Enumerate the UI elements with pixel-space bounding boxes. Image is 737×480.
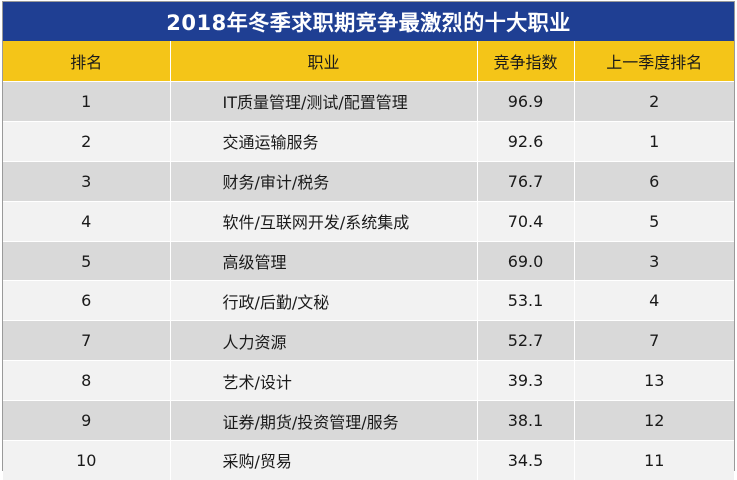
table-row: 1 IT质量管理/测试/配置管理 96.9 2 (3, 81, 734, 122)
rank-cell: 7 (3, 320, 170, 361)
table-row: 6 行政/后勤/文秘 53.1 4 (3, 280, 734, 321)
table-row: 3 财务/审计/税务 76.7 6 (3, 160, 734, 202)
table-row: 8 艺术/设计 39.3 13 (3, 360, 734, 401)
job-cell: 软件/互联网开发/系统集成 (169, 200, 477, 242)
rank-cell: 8 (3, 360, 170, 401)
rank-cell: 2 (3, 120, 170, 162)
job-cell: 人力资源 (169, 320, 477, 361)
header-previous-rank: 上一季度排名 (573, 41, 734, 82)
table-header: 排名 职业 竞争指数 上一季度排名 (3, 41, 734, 82)
header-rank: 排名 (3, 41, 170, 82)
rank-cell: 10 (3, 440, 170, 480)
prev-rank-cell: 13 (573, 360, 734, 401)
table-row: 10 采购/贸易 34.5 11 (3, 440, 734, 480)
table-body: 1 IT质量管理/测试/配置管理 96.9 2 2 交通运输服务 92.6 1 … (3, 81, 734, 480)
index-cell: 39.3 (476, 360, 574, 401)
index-cell: 38.1 (476, 400, 574, 441)
prev-rank-cell: 1 (573, 120, 734, 162)
rank-cell: 6 (3, 280, 170, 321)
prev-rank-cell: 11 (573, 440, 734, 480)
table-row: 5 高级管理 69.0 3 (3, 240, 734, 281)
header-competition-index: 竞争指数 (476, 41, 574, 82)
prev-rank-cell: 4 (573, 280, 734, 321)
ranking-table: 排名 职业 竞争指数 上一季度排名 1 IT质量管理/测试/配置管理 96.9 … (3, 41, 734, 480)
rank-cell: 5 (3, 240, 170, 281)
rank-cell: 4 (3, 200, 170, 242)
table-row: 4 软件/互联网开发/系统集成 70.4 5 (3, 200, 734, 242)
table-row: 9 证券/期货/投资管理/服务 38.1 12 (3, 400, 734, 441)
rank-cell: 1 (3, 81, 170, 122)
index-cell: 70.4 (476, 200, 574, 242)
table-title: 2018年冬季求职期竞争最激烈的十大职业 (3, 2, 734, 41)
index-cell: 76.7 (476, 160, 574, 202)
job-cell: 行政/后勤/文秘 (169, 280, 477, 321)
table-row: 7 人力资源 52.7 7 (3, 320, 734, 361)
rank-cell: 3 (3, 160, 170, 202)
index-cell: 34.5 (476, 440, 574, 480)
prev-rank-cell: 2 (573, 81, 734, 122)
index-cell: 52.7 (476, 320, 574, 361)
header-row: 排名 职业 竞争指数 上一季度排名 (3, 41, 734, 82)
index-cell: 92.6 (476, 120, 574, 162)
prev-rank-cell: 7 (573, 320, 734, 361)
job-cell: 采购/贸易 (169, 440, 477, 480)
rank-cell: 9 (3, 400, 170, 441)
job-cell: 财务/审计/税务 (169, 160, 477, 202)
job-cell: 艺术/设计 (169, 360, 477, 401)
index-cell: 53.1 (476, 280, 574, 321)
prev-rank-cell: 12 (573, 400, 734, 441)
index-cell: 96.9 (476, 81, 574, 122)
prev-rank-cell: 6 (573, 160, 734, 202)
header-job: 职业 (169, 41, 477, 82)
table-row: 2 交通运输服务 92.6 1 (3, 120, 734, 162)
prev-rank-cell: 3 (573, 240, 734, 281)
job-cell: IT质量管理/测试/配置管理 (169, 81, 477, 122)
job-cell: 证券/期货/投资管理/服务 (169, 400, 477, 441)
index-cell: 69.0 (476, 240, 574, 281)
prev-rank-cell: 5 (573, 200, 734, 242)
job-cell: 高级管理 (169, 240, 477, 281)
job-cell: 交通运输服务 (169, 120, 477, 162)
